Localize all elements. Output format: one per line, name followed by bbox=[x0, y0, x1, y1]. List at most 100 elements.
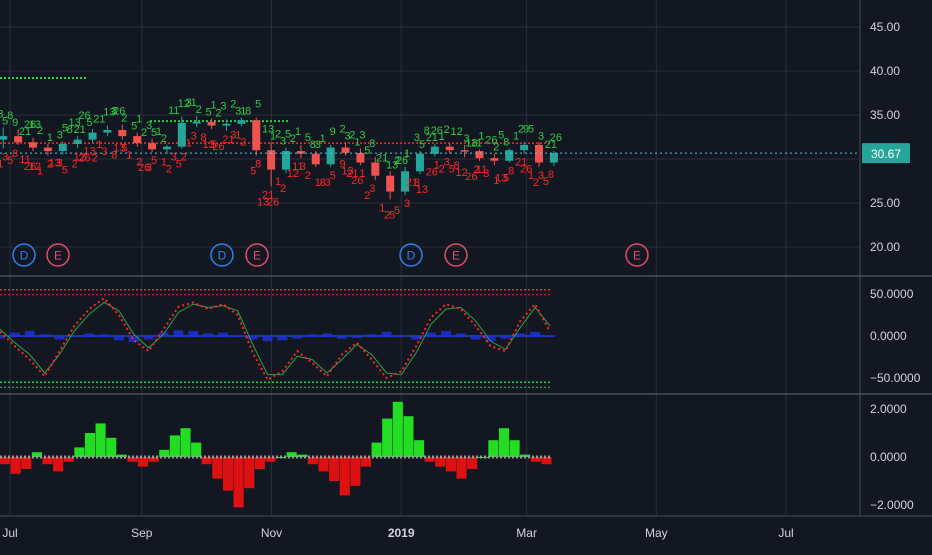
histogram-bar[interactable] bbox=[31, 452, 42, 457]
candle-body[interactable] bbox=[58, 144, 67, 152]
candle-body[interactable] bbox=[207, 122, 216, 126]
histogram-bar[interactable] bbox=[244, 457, 255, 489]
candle-body[interactable] bbox=[341, 147, 350, 153]
histogram-bar[interactable] bbox=[424, 457, 435, 462]
histogram-bar[interactable] bbox=[307, 457, 318, 465]
histogram-bar[interactable] bbox=[106, 437, 117, 457]
candle-body[interactable] bbox=[148, 143, 157, 150]
earnings-event-marker[interactable]: E bbox=[245, 243, 269, 267]
candle-body[interactable] bbox=[118, 129, 127, 137]
dividend-event-marker[interactable]: D bbox=[12, 243, 36, 267]
histogram-bar[interactable] bbox=[95, 423, 106, 457]
histogram-bar[interactable] bbox=[339, 457, 350, 496]
osc-main-line[interactable] bbox=[0, 296, 551, 382]
histogram-bar[interactable] bbox=[541, 457, 552, 465]
candle-body[interactable] bbox=[326, 147, 335, 165]
candle-body[interactable] bbox=[356, 152, 365, 163]
candle-body[interactable] bbox=[133, 136, 142, 144]
histogram-bar[interactable] bbox=[74, 447, 85, 457]
histogram-bar[interactable] bbox=[488, 440, 499, 457]
candle-body[interactable] bbox=[401, 171, 410, 192]
histogram-bar[interactable] bbox=[435, 457, 446, 467]
candle-body[interactable] bbox=[103, 129, 112, 133]
candle-body[interactable] bbox=[192, 122, 201, 124]
histogram-bar[interactable] bbox=[350, 457, 361, 486]
histogram-bar[interactable] bbox=[42, 457, 53, 465]
candle-body[interactable] bbox=[549, 153, 558, 163]
candle-body[interactable] bbox=[177, 122, 186, 147]
histogram-bar[interactable] bbox=[318, 457, 329, 472]
histogram-bar[interactable] bbox=[371, 442, 382, 457]
histogram-bar[interactable] bbox=[138, 457, 149, 467]
signal-count-red: 2 bbox=[280, 183, 286, 195]
candle-body[interactable] bbox=[505, 150, 514, 161]
earnings-event-marker[interactable]: E bbox=[625, 243, 649, 267]
candle-body[interactable] bbox=[296, 151, 305, 154]
histogram-bar[interactable] bbox=[414, 440, 425, 457]
candle-body[interactable] bbox=[386, 175, 395, 192]
candle-body[interactable] bbox=[267, 150, 276, 170]
histogram-bar[interactable] bbox=[84, 433, 96, 457]
histogram-bar[interactable] bbox=[530, 457, 541, 462]
histogram-bar[interactable] bbox=[21, 457, 32, 469]
histogram-bar[interactable] bbox=[127, 457, 138, 462]
histogram-bar[interactable] bbox=[509, 440, 520, 457]
candle-body[interactable] bbox=[520, 144, 529, 151]
candle-body[interactable] bbox=[445, 146, 454, 151]
histogram-bar[interactable] bbox=[233, 457, 244, 508]
candle-body[interactable] bbox=[88, 132, 97, 140]
histogram-bar[interactable] bbox=[360, 457, 372, 467]
candle-body[interactable] bbox=[415, 153, 424, 172]
earnings-event-marker[interactable]: E bbox=[444, 243, 468, 267]
histogram-bar[interactable] bbox=[201, 457, 212, 465]
candle-body[interactable] bbox=[237, 120, 246, 124]
histogram-bar[interactable] bbox=[329, 457, 340, 481]
candle-body[interactable] bbox=[14, 136, 23, 143]
candle-body[interactable] bbox=[460, 150, 469, 152]
signal-count-red: 1 bbox=[126, 150, 132, 162]
histogram-bar[interactable] bbox=[191, 442, 202, 457]
candle-body[interactable] bbox=[371, 162, 380, 176]
histogram-bar[interactable] bbox=[212, 457, 223, 479]
dividend-event-marker[interactable]: D bbox=[399, 243, 423, 267]
histogram-bar[interactable] bbox=[148, 457, 159, 462]
histogram-bar[interactable] bbox=[382, 418, 393, 457]
histogram-bar[interactable] bbox=[297, 454, 308, 457]
candle-body[interactable] bbox=[475, 151, 484, 159]
histogram-bar[interactable] bbox=[392, 401, 403, 457]
candle-body[interactable] bbox=[73, 139, 82, 145]
histogram-bar[interactable] bbox=[254, 457, 265, 469]
candle-body[interactable] bbox=[43, 147, 52, 152]
earnings-event-marker[interactable]: E bbox=[46, 243, 70, 267]
histogram-bar[interactable] bbox=[265, 457, 276, 462]
histogram-bar[interactable] bbox=[467, 457, 478, 469]
histogram-bar[interactable] bbox=[159, 449, 170, 457]
candle-body[interactable] bbox=[252, 120, 261, 151]
histogram-bar[interactable] bbox=[498, 428, 510, 457]
candle-body[interactable] bbox=[311, 153, 320, 165]
histogram-bar[interactable] bbox=[222, 457, 234, 491]
candle-body[interactable] bbox=[0, 136, 8, 140]
histogram-bar[interactable] bbox=[180, 428, 191, 457]
candle-body[interactable] bbox=[162, 146, 171, 150]
histogram-bar[interactable] bbox=[477, 457, 488, 458]
histogram-bar[interactable] bbox=[403, 416, 414, 457]
histogram-bar[interactable] bbox=[63, 457, 74, 462]
histogram-bar[interactable] bbox=[286, 452, 297, 457]
candle-body[interactable] bbox=[29, 142, 38, 148]
candle-body[interactable] bbox=[430, 146, 439, 154]
histogram-bar[interactable] bbox=[456, 457, 467, 479]
dividend-event-marker[interactable]: D bbox=[210, 243, 234, 267]
candle-body[interactable] bbox=[535, 144, 544, 163]
histogram-bar[interactable] bbox=[53, 457, 64, 472]
histogram-bar[interactable] bbox=[0, 457, 11, 465]
candle-body[interactable] bbox=[282, 151, 291, 170]
candle-body[interactable] bbox=[222, 123, 231, 126]
signal-count-green: 5 bbox=[498, 129, 504, 141]
candle-body[interactable] bbox=[490, 158, 499, 161]
histogram-bar[interactable] bbox=[10, 457, 21, 474]
histogram-bar[interactable] bbox=[169, 435, 180, 457]
histogram-bar[interactable] bbox=[445, 457, 456, 472]
